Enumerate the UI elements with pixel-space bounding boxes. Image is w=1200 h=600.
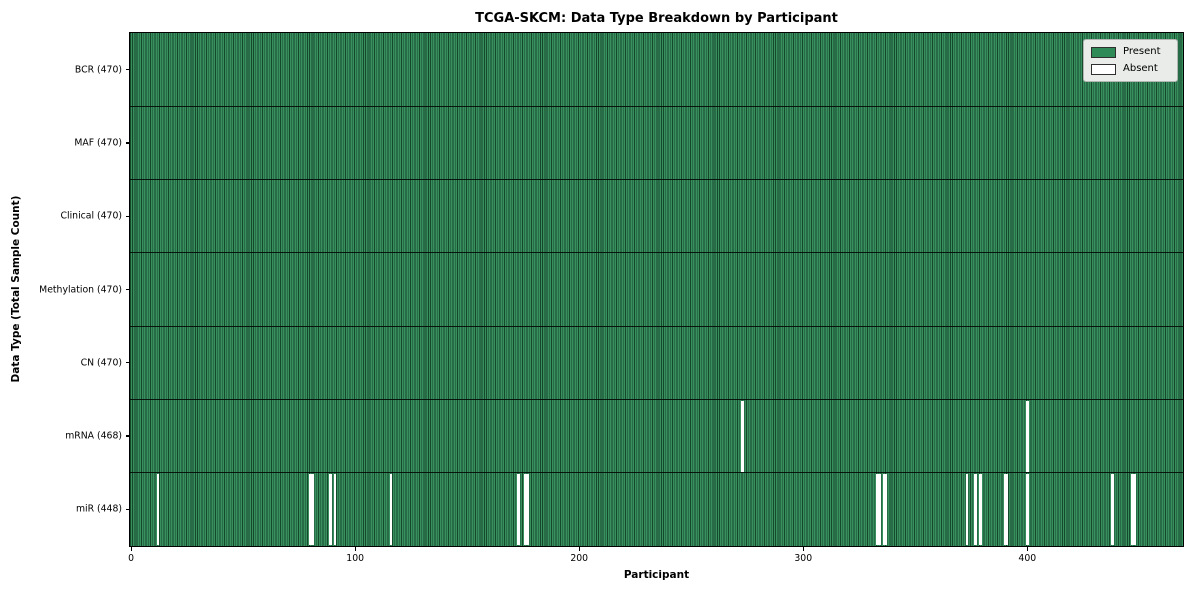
x-tick-mark — [802, 547, 804, 551]
x-tick-label-0: 0 — [128, 553, 135, 564]
y-tick-mark — [125, 435, 130, 437]
x-tick-mark — [1026, 547, 1028, 551]
y-tick-mark — [125, 69, 130, 71]
x-tick-label-200: 200 — [570, 553, 589, 564]
absent-cell-miR-438 — [1111, 473, 1114, 545]
absent-cell-miR-176 — [524, 473, 527, 545]
absent-cell-miR-12 — [156, 473, 160, 545]
absent-cell-miR-379 — [978, 473, 982, 545]
absent-cell-miR-337 — [884, 473, 888, 545]
absent-cell-miR-116 — [389, 473, 393, 545]
absent-cell-miR-391 — [1005, 473, 1009, 545]
plot-area — [130, 33, 1183, 546]
row-divider — [130, 325, 1183, 327]
y-tick-mark — [125, 362, 130, 364]
absent-cell-miR-373 — [965, 473, 969, 545]
legend-swatch-absent-icon — [1091, 63, 1116, 75]
absent-cell-miR-390 — [1003, 473, 1007, 545]
y-tick-label-Clinical: Clinical (470) — [60, 210, 122, 222]
row-divider — [130, 105, 1183, 107]
y-tick-label-Methylation: Methylation (470) — [39, 284, 122, 295]
legend-label-absent: Absent — [1123, 63, 1158, 74]
row-divider — [130, 252, 1183, 254]
y-tick-mark — [125, 508, 130, 510]
legend-item-present: Present — [1091, 46, 1169, 58]
legend-swatch-present-icon — [1091, 46, 1116, 58]
row-divider — [130, 472, 1183, 474]
legend-label-present: Present — [1123, 46, 1161, 57]
absent-cell-miR-336 — [882, 473, 886, 545]
absent-cell-miR-91 — [333, 473, 337, 545]
x-tick-label-100: 100 — [346, 553, 365, 564]
y-tick-mark — [125, 142, 130, 144]
legend-item-absent: Absent — [1091, 63, 1169, 75]
y-tick-label-CN: CN (470) — [80, 357, 122, 369]
absent-cell-miR-334 — [878, 473, 881, 545]
absent-cell-miR-81 — [311, 473, 314, 545]
absent-cell-miR-447 — [1131, 473, 1134, 545]
row-divider — [130, 398, 1183, 401]
y-tick-label-BCR: BCR (470) — [74, 64, 122, 76]
absent-cell-miR-400 — [1026, 473, 1029, 545]
y-tick-mark — [125, 215, 130, 217]
absent-cell-miR-377 — [974, 473, 978, 545]
row-divider — [130, 178, 1183, 181]
absent-cell-miR-89 — [329, 473, 332, 545]
legend: Present Absent — [1083, 39, 1178, 82]
y-tick-mark — [125, 288, 130, 291]
y-tick-label-MAF: MAF (470) — [74, 137, 122, 149]
x-tick-mark — [130, 547, 132, 551]
absent-cell-miR-177 — [526, 473, 529, 545]
x-tick-label-400: 400 — [1018, 553, 1037, 564]
x-axis-title: Participant — [623, 569, 690, 581]
y-tick-label-mRNA: mRNA (468) — [65, 430, 122, 442]
absent-cell-miR-448 — [1133, 473, 1137, 545]
x-tick-label-300: 300 — [794, 553, 813, 564]
x-tick-mark — [578, 547, 580, 551]
absent-cell-mRNA-273 — [741, 400, 745, 472]
chart-title: TCGA-SKCM: Data Type Breakdown by Partic… — [475, 11, 838, 26]
absent-cell-miR-333 — [875, 473, 879, 545]
x-tick-mark — [354, 547, 356, 551]
absent-cell-miR-80 — [309, 473, 312, 545]
absent-cell-mRNA-400 — [1026, 400, 1029, 472]
y-tick-label-miR: miR (448) — [75, 503, 122, 515]
absent-cell-miR-173 — [517, 473, 521, 545]
